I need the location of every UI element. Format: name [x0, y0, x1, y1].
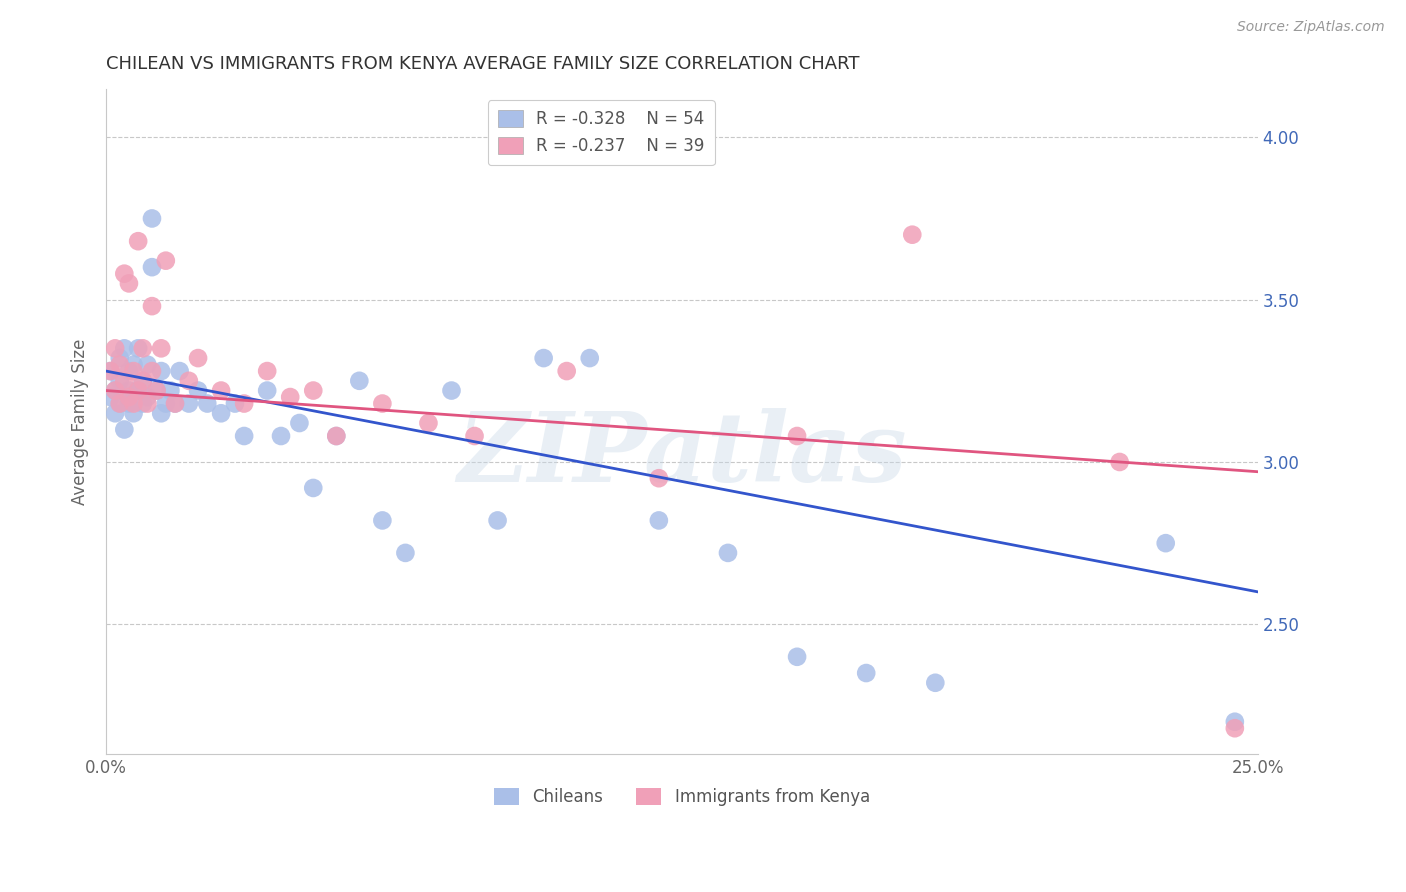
Point [325, 429, 347, 443]
Point [100, 364, 122, 378]
Point [855, 666, 877, 681]
Point [233, 429, 256, 443]
Point [122, 406, 145, 420]
Point [118, 364, 141, 378]
Point [440, 384, 463, 398]
Point [108, 351, 131, 365]
Point [122, 358, 145, 372]
Point [118, 390, 141, 404]
Point [288, 416, 311, 430]
Point [132, 396, 155, 410]
Point [118, 384, 141, 398]
Point [132, 374, 155, 388]
Point [112, 374, 135, 388]
Point [132, 374, 155, 388]
Point [108, 396, 131, 410]
Text: ZIPatlas: ZIPatlas [457, 408, 907, 501]
Point [177, 374, 200, 388]
Y-axis label: Average Family Size: Average Family Size [72, 338, 89, 505]
Point [108, 374, 131, 388]
Point [394, 546, 416, 560]
Point [112, 342, 135, 356]
Point [141, 211, 163, 226]
Point [104, 342, 127, 356]
Point [100, 390, 122, 404]
Point [1223, 714, 1246, 729]
Point [418, 416, 440, 430]
Point [1223, 721, 1246, 735]
Point [155, 396, 177, 410]
Point [187, 384, 209, 398]
Point [209, 406, 232, 420]
Point [104, 384, 127, 398]
Point [648, 471, 671, 485]
Point [224, 396, 246, 410]
Point [169, 364, 191, 378]
Legend: Chileans, Immigrants from Kenya: Chileans, Immigrants from Kenya [486, 780, 876, 813]
Point [464, 429, 486, 443]
Point [901, 227, 924, 242]
Point [108, 358, 131, 372]
Point [118, 396, 141, 410]
Point [717, 546, 740, 560]
Point [127, 384, 149, 398]
Point [150, 342, 173, 356]
Point [533, 351, 555, 365]
Point [145, 384, 167, 398]
Point [150, 364, 173, 378]
Point [136, 390, 159, 404]
Point [159, 384, 181, 398]
Point [1154, 536, 1177, 550]
Point [371, 396, 394, 410]
Point [104, 406, 127, 420]
Point [486, 513, 509, 527]
Point [233, 396, 256, 410]
Point [163, 396, 186, 410]
Point [141, 364, 163, 378]
Point [209, 384, 232, 398]
Point [136, 396, 159, 410]
Point [786, 429, 808, 443]
Point [127, 234, 149, 248]
Point [187, 351, 209, 365]
Point [302, 481, 325, 495]
Point [555, 364, 578, 378]
Point [112, 267, 135, 281]
Point [104, 384, 127, 398]
Point [127, 384, 149, 398]
Point [132, 342, 155, 356]
Point [371, 513, 394, 527]
Text: Source: ZipAtlas.com: Source: ZipAtlas.com [1237, 20, 1385, 34]
Point [100, 364, 122, 378]
Point [118, 277, 141, 291]
Point [122, 396, 145, 410]
Point [270, 429, 292, 443]
Point [112, 423, 135, 437]
Point [302, 384, 325, 398]
Point [108, 396, 131, 410]
Point [786, 649, 808, 664]
Point [1108, 455, 1130, 469]
Point [578, 351, 600, 365]
Point [127, 342, 149, 356]
Point [325, 429, 347, 443]
Point [195, 396, 218, 410]
Point [150, 406, 173, 420]
Point [145, 384, 167, 398]
Point [136, 358, 159, 372]
Point [278, 390, 301, 404]
Point [163, 396, 186, 410]
Point [648, 513, 671, 527]
Text: CHILEAN VS IMMIGRANTS FROM KENYA AVERAGE FAMILY SIZE CORRELATION CHART: CHILEAN VS IMMIGRANTS FROM KENYA AVERAGE… [105, 55, 859, 73]
Point [924, 675, 946, 690]
Point [141, 260, 163, 275]
Point [122, 364, 145, 378]
Point [256, 364, 278, 378]
Point [349, 374, 371, 388]
Point [256, 384, 278, 398]
Point [177, 396, 200, 410]
Point [155, 253, 177, 268]
Point [141, 299, 163, 313]
